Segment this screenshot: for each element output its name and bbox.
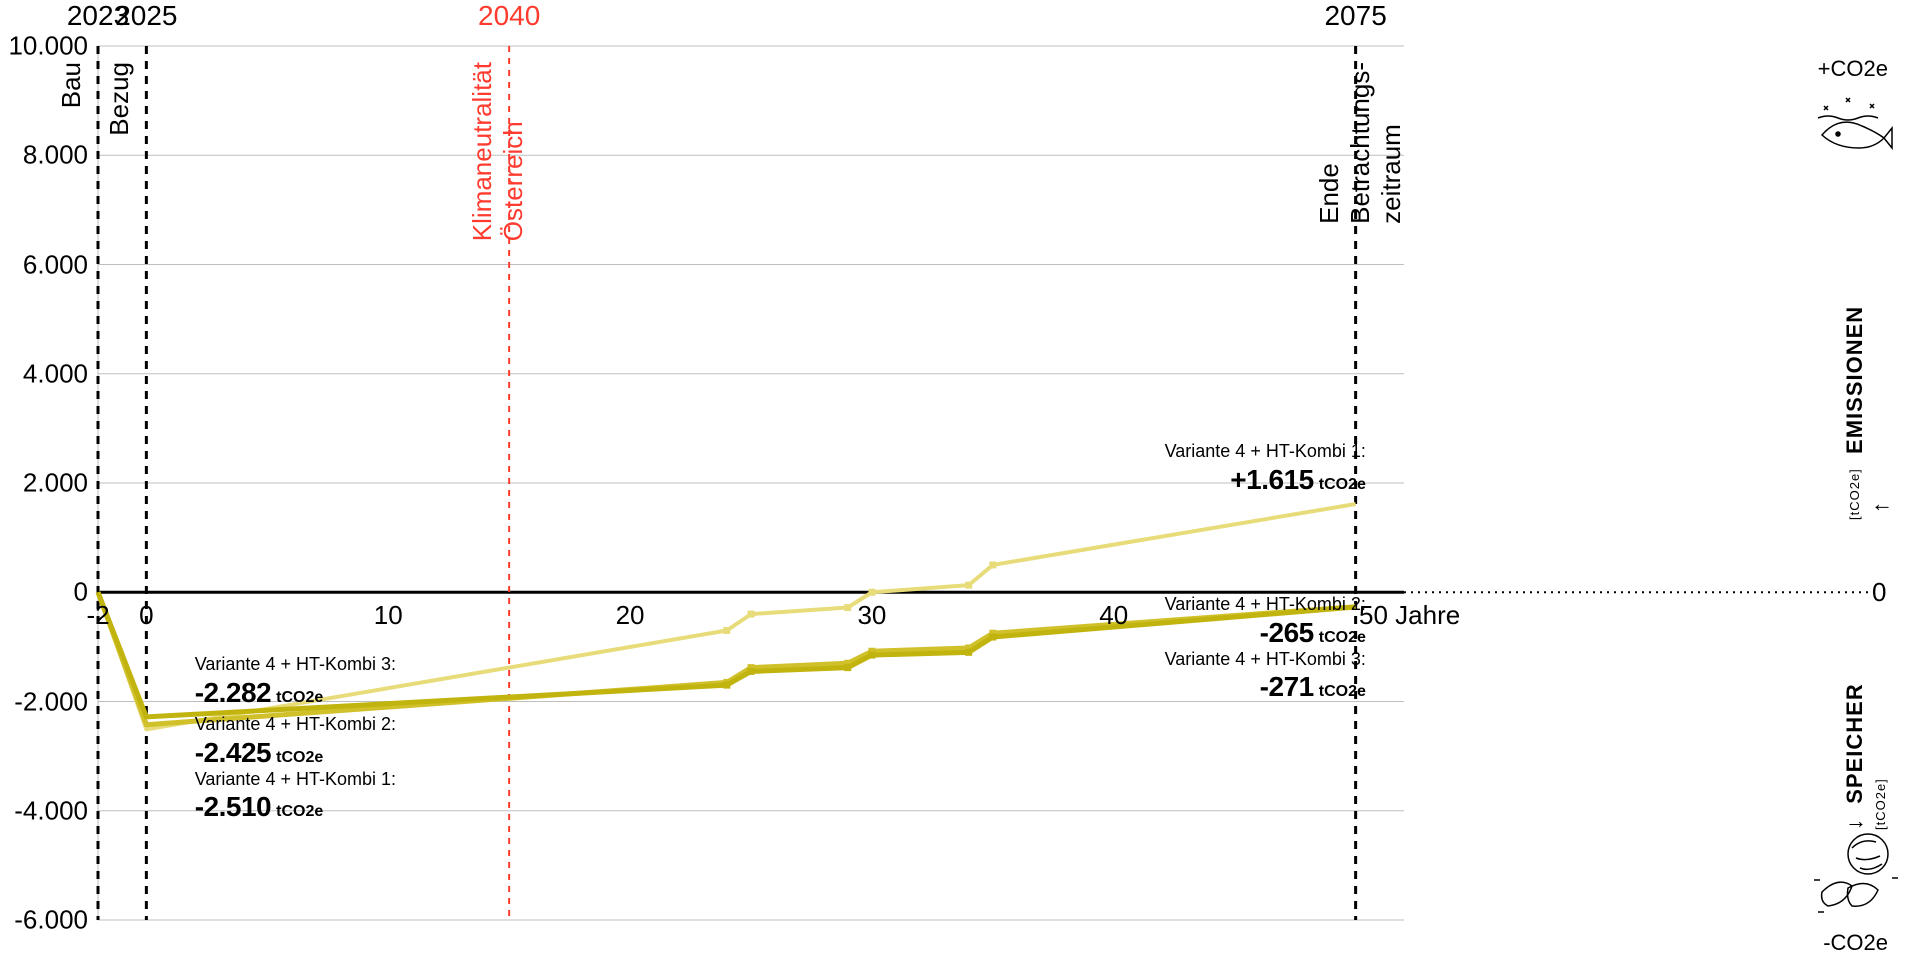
fish-icon xyxy=(1814,90,1902,160)
x-tick-label: 30 xyxy=(857,600,886,631)
x-tick-label: 0 xyxy=(139,600,153,631)
axis-label-emissionen: [tCO2e] EMISSIONEN ↑ xyxy=(1842,300,1894,520)
vline-label: Bau xyxy=(56,62,87,108)
y-tick-label: 10.000 xyxy=(8,31,88,62)
annotation: Variante 4 + HT-Kombi 2:-265 tCO2e xyxy=(1106,594,1366,649)
vline-label: KlimaneutralitätÖsterreich xyxy=(467,62,529,241)
annotation: Variante 4 + HT-Kombi 2:-2.425 tCO2e xyxy=(195,714,396,769)
chart-svg xyxy=(0,0,1920,976)
label-plus-co2e: +CO2e xyxy=(1818,56,1888,82)
axis-label-speicher: ↓ SPEICHER [tCO2e] xyxy=(1842,620,1894,830)
x-tick-label: -2 xyxy=(86,600,109,631)
annotation: Variante 4 + HT-Kombi 3:-271 tCO2e xyxy=(1106,649,1366,704)
y-tick-label: -6.000 xyxy=(14,905,88,936)
earth-leaf-icon xyxy=(1810,828,1906,918)
x-tick-label: 10 xyxy=(374,600,403,631)
annotation: Variante 4 + HT-Kombi 1:-2.510 tCO2e xyxy=(195,769,396,824)
y-tick-label: -4.000 xyxy=(14,795,88,826)
top-year-label: 2075 xyxy=(1324,0,1386,32)
top-year-label: 2040 xyxy=(478,0,540,32)
right-zero-label: 0 xyxy=(1872,577,1886,608)
y-tick-label: 4.000 xyxy=(23,358,88,389)
y-tick-label: 2.000 xyxy=(23,468,88,499)
vline-label: EndeBetrachtungs-zeitraum xyxy=(1314,62,1407,224)
y-tick-label: -2.000 xyxy=(14,686,88,717)
x-tick-label: 50 Jahre xyxy=(1359,600,1460,631)
x-tick-label: 20 xyxy=(616,600,645,631)
y-tick-label: 8.000 xyxy=(23,140,88,171)
vline-label: Bezug xyxy=(104,62,135,136)
annotation: Variante 4 + HT-Kombi 3:-2.282 tCO2e xyxy=(195,654,396,709)
top-year-label: 2025 xyxy=(115,0,177,32)
annotation: Variante 4 + HT-Kombi 1:+1.615 tCO2e xyxy=(1106,441,1366,496)
y-tick-label: 6.000 xyxy=(23,249,88,280)
chart-container: -6.000 -4.000 -2.000 0 2.000 4.000 6.000 8.000 1… xyxy=(0,0,1920,976)
label-minus-co2e: -CO2e xyxy=(1823,930,1888,956)
